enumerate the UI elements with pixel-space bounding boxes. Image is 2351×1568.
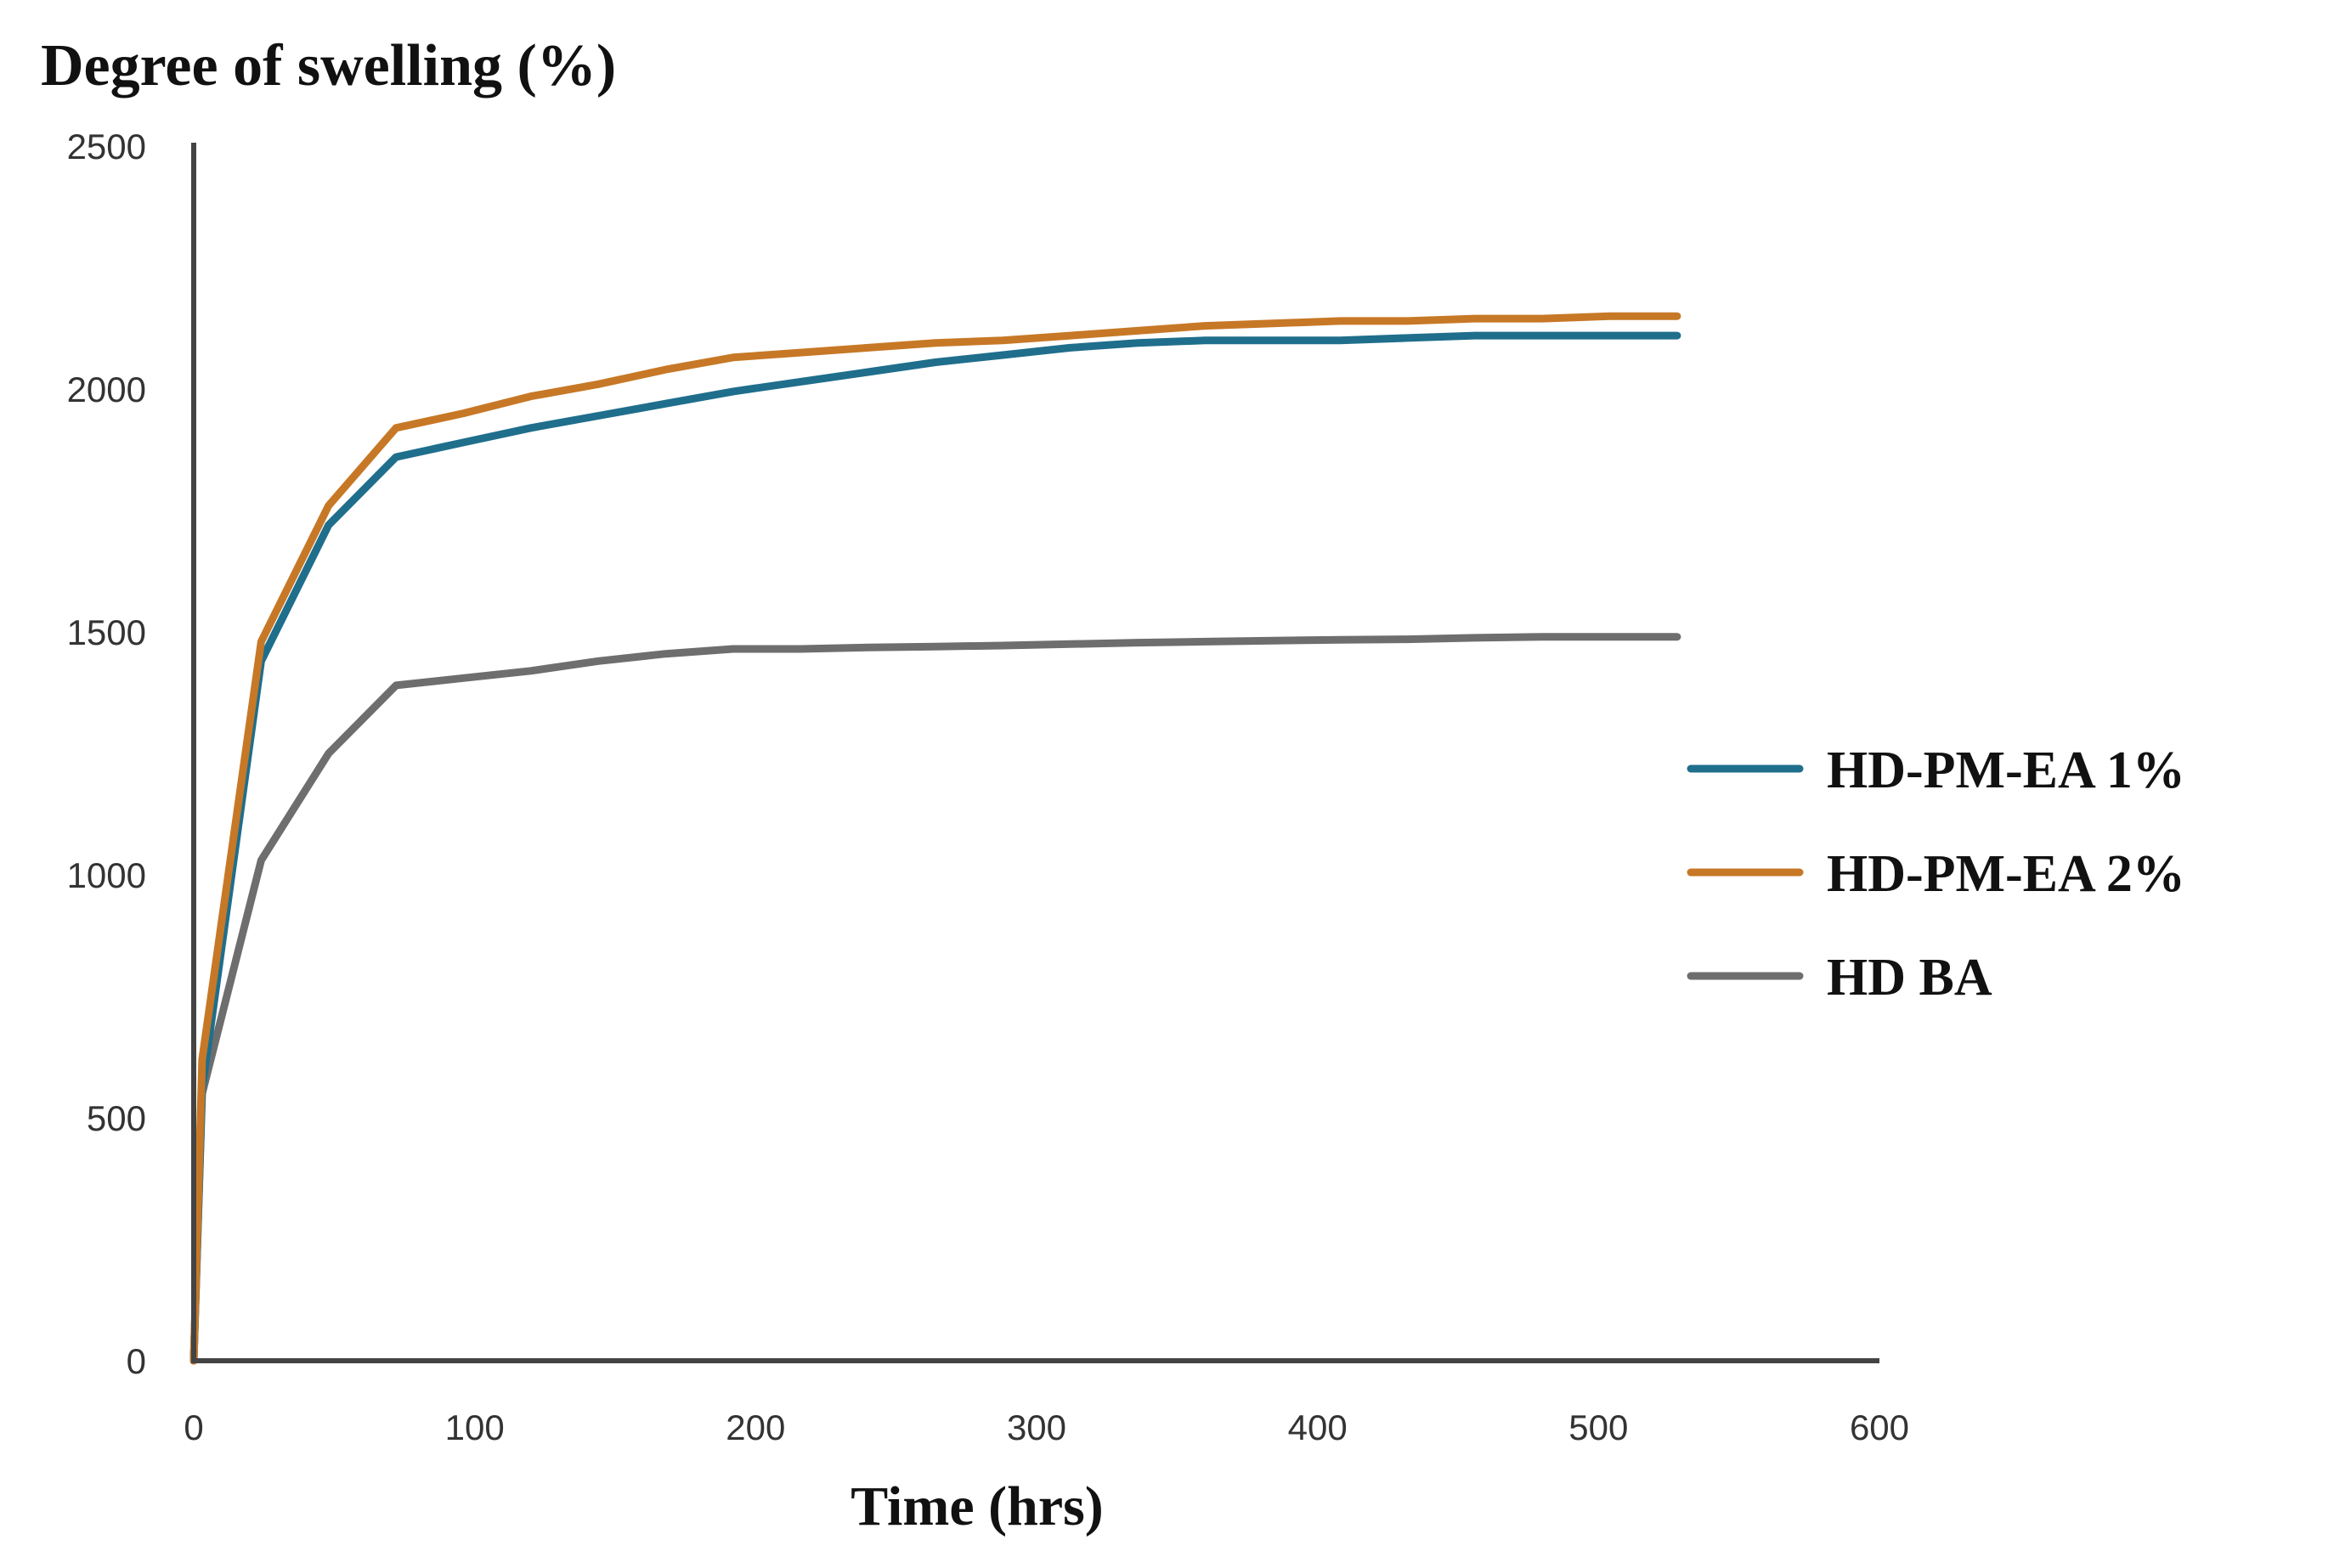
- legend-label: HD-PM-EA 1%: [1827, 742, 2185, 799]
- x-tick-label: 0: [184, 1407, 203, 1447]
- x-tick-label: 300: [1007, 1407, 1066, 1447]
- x-tick-label: 200: [726, 1407, 785, 1447]
- y-tick-label: 2000: [67, 369, 146, 409]
- y-tick-label: 500: [87, 1098, 146, 1138]
- legend-label: HD-PM-EA 2%: [1827, 845, 2185, 903]
- x-tick-label: 400: [1288, 1407, 1348, 1447]
- x-axis-title: Time (hrs): [851, 1475, 1104, 1537]
- y-tick-label: 0: [127, 1341, 146, 1381]
- series-line-hd-ba: [189, 633, 1681, 1365]
- y-axis-title: Degree of swelling (%): [41, 33, 616, 99]
- x-tick-label: 500: [1568, 1407, 1628, 1447]
- x-tick-label: 100: [445, 1407, 505, 1447]
- series-lines: [189, 312, 1681, 1365]
- y-tick-label: 2500: [67, 127, 146, 166]
- series-line-hd-pm-ea-1: [189, 331, 1681, 1365]
- x-tick-label: 600: [1850, 1407, 1909, 1447]
- legend-label: HD BA: [1827, 949, 1992, 1007]
- y-tick-label: 1000: [67, 855, 146, 895]
- legend: HD-PM-EA 1% HD-PM-EA 2% HD BA: [1687, 742, 2185, 1007]
- y-axis-ticks: 0 500 1000 1500 2000 2500: [67, 127, 146, 1381]
- x-axis-ticks: 0 100 200 300 400 500 600: [184, 1407, 1909, 1447]
- y-tick-label: 1500: [67, 612, 146, 652]
- series-line-hd-pm-ea-2: [189, 312, 1681, 1365]
